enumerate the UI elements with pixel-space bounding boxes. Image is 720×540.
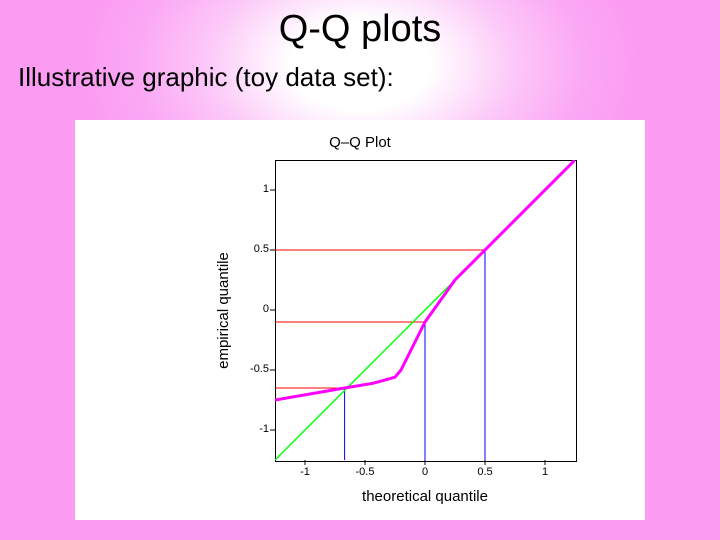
y-tick-label: -0.5 xyxy=(241,363,269,375)
y-tick-label: -1 xyxy=(241,423,269,435)
slide-subtitle: Illustrative graphic (toy data set): xyxy=(18,62,394,93)
slide-title: Q-Q plots xyxy=(0,8,720,51)
slide: Q-Q plots Illustrative graphic (toy data… xyxy=(0,0,720,540)
chart-panel: Q–Q Plot empirical quantile theoretical … xyxy=(75,120,645,520)
x-tick-label: 0.5 xyxy=(470,466,500,478)
plot-svg xyxy=(75,120,645,520)
x-tick-label: 0 xyxy=(410,466,440,478)
x-tick-label: 1 xyxy=(530,466,560,478)
y-tick-label: 1 xyxy=(241,183,269,195)
x-tick-label: -1 xyxy=(290,466,320,478)
x-tick-label: -0.5 xyxy=(350,466,380,478)
y-tick-label: 0 xyxy=(241,303,269,315)
y-tick-label: 0.5 xyxy=(241,243,269,255)
